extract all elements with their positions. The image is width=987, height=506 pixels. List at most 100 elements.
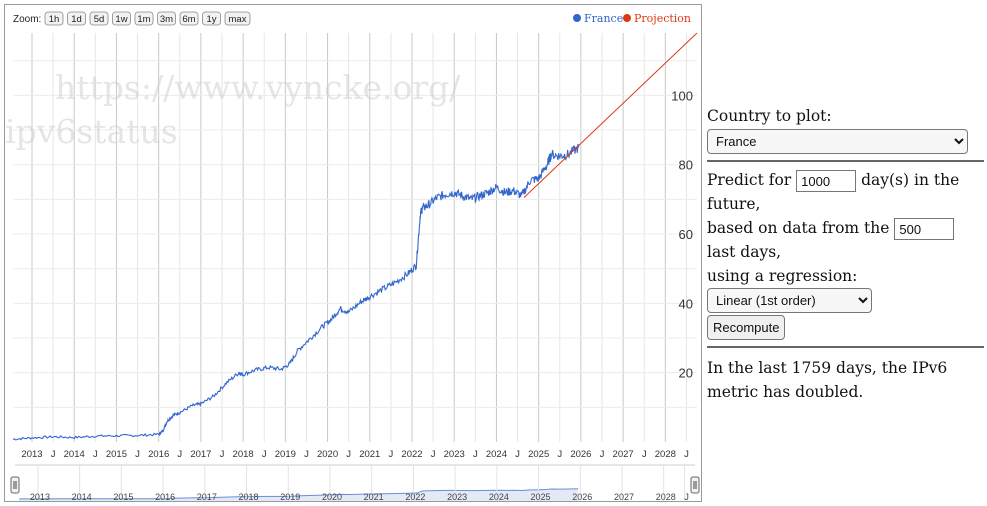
- x-axis-labels: 2013J2014J2015J2016J2017J2018J2019J2020J…: [21, 449, 689, 460]
- range-navigator[interactable]: 2013201420152016201720182019202020212022…: [11, 465, 699, 502]
- x-tick-label: 2015: [106, 449, 127, 460]
- x-tick-label: 2020: [317, 449, 338, 460]
- navigator-tick-label: 2014: [72, 492, 92, 502]
- watermark-line-2: ipv6status: [5, 112, 178, 151]
- legend-france-label[interactable]: France: [584, 12, 623, 25]
- based-days-input[interactable]: [894, 218, 954, 240]
- x-tick-label: J: [346, 449, 351, 460]
- x-tick-label: J: [684, 449, 689, 460]
- chart-frame: Zoom: 1h 1d 5d 1w 1m 3m 6m 1y max France Project…: [4, 4, 702, 502]
- navigator-tick-label: 2024: [489, 492, 509, 502]
- zoom-button-label: 1h: [49, 14, 60, 25]
- prediction-section: Predict for day(s) in the future, based …: [707, 162, 984, 346]
- series-line-projection[interactable]: [524, 33, 697, 198]
- regression-select[interactable]: Linear (1st order): [707, 288, 872, 313]
- country-select[interactable]: France: [707, 129, 968, 154]
- predict-prefix-text: Predict for: [707, 171, 791, 189]
- zoom-button-5d[interactable]: 5d: [90, 12, 108, 25]
- navigator-tick-label: 2028: [656, 492, 676, 502]
- recompute-button[interactable]: Recompute: [707, 315, 785, 340]
- zoom-button-1y[interactable]: 1y: [203, 12, 221, 25]
- x-tick-label: J: [600, 449, 605, 460]
- country-section: Country to plot: France: [707, 104, 984, 160]
- zoom-button-1d[interactable]: 1d: [68, 12, 86, 25]
- zoom-button-3m[interactable]: 3m: [158, 12, 176, 25]
- zoom-button-6m[interactable]: 6m: [180, 12, 198, 25]
- x-tick-label: J: [557, 449, 562, 460]
- legend-projection-label[interactable]: Projection: [634, 12, 691, 25]
- x-tick-label: J: [304, 449, 309, 460]
- x-tick-label: J: [431, 449, 436, 460]
- y-tick-label: 60: [679, 227, 693, 242]
- y-tick-label: 20: [679, 366, 693, 381]
- y-tick-label: 80: [679, 158, 693, 173]
- navigator-right-handle[interactable]: [691, 477, 699, 493]
- x-tick-label: J: [642, 449, 647, 460]
- x-tick-label: 2026: [570, 449, 591, 460]
- navigator-tick-label: J: [684, 492, 689, 502]
- x-tick-label: J: [220, 449, 225, 460]
- y-tick-label: 100: [671, 88, 693, 103]
- navigator-tick-label: 2018: [239, 492, 259, 502]
- legend-france-marker: [573, 14, 581, 22]
- zoom-button-max[interactable]: max: [225, 12, 250, 25]
- navigator-tick-label: 2021: [364, 492, 384, 502]
- zoom-label: Zoom:: [13, 14, 41, 25]
- regression-label: using a regression:: [707, 267, 857, 285]
- navigator-tick-label: 2015: [113, 492, 133, 502]
- x-tick-label: 2028: [655, 449, 676, 460]
- x-tick-label: 2022: [401, 449, 422, 460]
- zoom-button-1w[interactable]: 1w: [113, 12, 131, 25]
- handle-body: [691, 477, 699, 493]
- based-suffix-text: last days,: [707, 243, 781, 261]
- zoom-button-label: 1m: [137, 14, 150, 25]
- zoom-button-label: 1d: [71, 14, 82, 25]
- series-line-france[interactable]: [13, 144, 579, 440]
- x-tick-label: 2024: [486, 449, 507, 460]
- settings-panel: Country to plot: France Predict for day(…: [707, 104, 984, 404]
- x-tick-label: 2021: [359, 449, 380, 460]
- zoom-button-group: 1h 1d 5d 1w 1m 3m 6m 1y max: [45, 12, 250, 25]
- navigator-tick-label: 2023: [447, 492, 467, 502]
- x-tick-label: J: [135, 449, 140, 460]
- x-tick-label: J: [262, 449, 267, 460]
- navigator-tick-label: 2026: [572, 492, 592, 502]
- x-tick-label: J: [515, 449, 520, 460]
- navigator-left-handle[interactable]: [11, 477, 19, 493]
- result-text: In the last 1759 days, the IPv6 metric h…: [707, 348, 984, 404]
- x-tick-label: J: [51, 449, 56, 460]
- handle-body: [11, 477, 19, 493]
- x-tick-label: J: [389, 449, 394, 460]
- country-label: Country to plot:: [707, 104, 984, 128]
- navigator-tick-label: 2027: [614, 492, 634, 502]
- x-tick-label: J: [473, 449, 478, 460]
- x-tick-label: 2017: [190, 449, 211, 460]
- x-tick-label: 2016: [148, 449, 169, 460]
- x-tick-label: J: [93, 449, 98, 460]
- zoom-button-1h[interactable]: 1h: [45, 12, 63, 25]
- x-tick-label: 2019: [275, 449, 296, 460]
- navigator-tick-label: 2013: [30, 492, 50, 502]
- zoom-button-label: 6m: [182, 14, 195, 25]
- navigator-tick-label: 2020: [322, 492, 342, 502]
- x-tick-label: 2027: [613, 449, 634, 460]
- zoom-button-label: max: [229, 14, 247, 25]
- x-tick-label: 2023: [444, 449, 465, 460]
- zoom-button-label: 1w: [115, 14, 127, 25]
- ipv6-chart: Zoom: 1h 1d 5d 1w 1m 3m 6m 1y max France Project…: [5, 5, 702, 502]
- legend: France Projection: [573, 12, 691, 25]
- navigator-tick-label: 2017: [197, 492, 217, 502]
- zoom-button-1m[interactable]: 1m: [135, 12, 153, 25]
- y-tick-label: 40: [679, 296, 693, 311]
- x-tick-label: 2014: [64, 449, 85, 460]
- x-tick-label: 2018: [233, 449, 254, 460]
- x-tick-label: 2025: [528, 449, 549, 460]
- based-prefix-text: based on data from the: [707, 219, 889, 237]
- zoom-button-label: 1y: [206, 14, 216, 25]
- navigator-tick-label: 2025: [531, 492, 551, 502]
- watermark-line-1: https://www.vyncke.org/: [55, 68, 461, 107]
- predict-days-input[interactable]: [796, 170, 856, 192]
- legend-projection-marker: [623, 14, 631, 22]
- navigator-tick-label: 2019: [280, 492, 300, 502]
- navigator-tick-label: 2022: [405, 492, 425, 502]
